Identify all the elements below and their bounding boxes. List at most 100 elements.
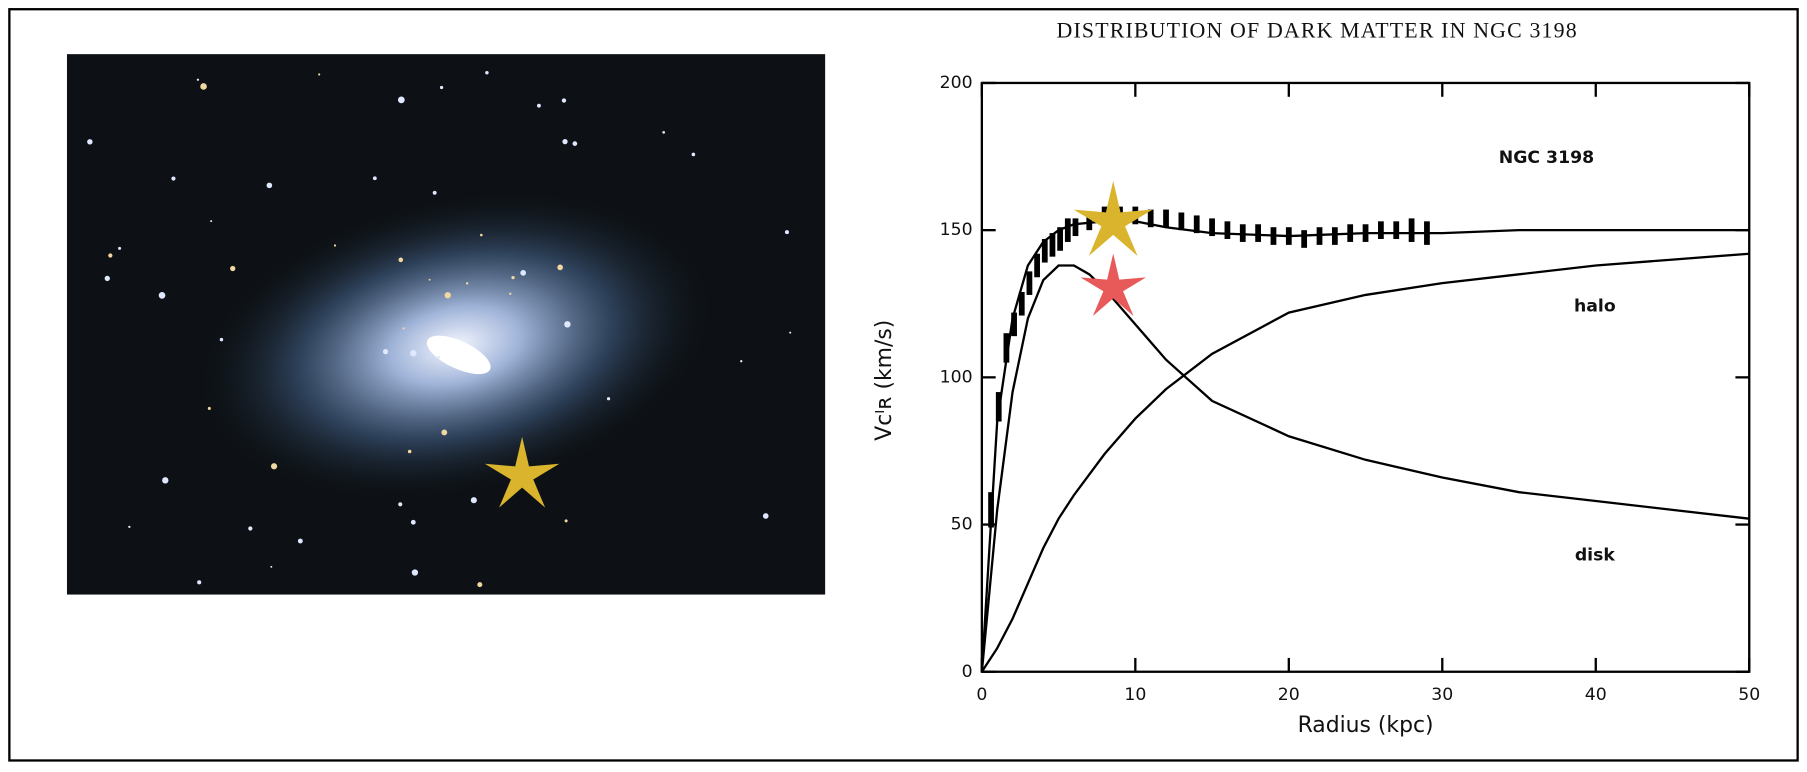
- photo-star: [439, 85, 444, 90]
- photo-star: [520, 270, 527, 276]
- photo-star: [477, 582, 483, 588]
- photo-star: [564, 321, 571, 328]
- chart-title: DISTRIBUTION OF DARK MATTER IN NGC 3198: [1056, 17, 1577, 42]
- photo-star: [762, 513, 769, 519]
- photo-star: [428, 278, 431, 281]
- x-tick-label: 40: [1585, 685, 1607, 705]
- x-tick-label: 20: [1278, 685, 1300, 705]
- data-point: [1026, 271, 1033, 295]
- curve: [980, 252, 1750, 673]
- curve: [980, 220, 1750, 672]
- y-tick-label: 150: [940, 220, 973, 240]
- photo-star: [318, 73, 321, 76]
- photo-star: [784, 230, 790, 235]
- photo-star: [437, 355, 441, 359]
- photo-star: [572, 141, 578, 146]
- data-point: [1034, 253, 1040, 278]
- photo-star: [407, 449, 412, 454]
- photo-star: [108, 253, 113, 258]
- x-tick-label: 10: [1124, 685, 1146, 705]
- photo-star: [561, 98, 567, 103]
- y-tick-label: 0: [962, 662, 973, 682]
- photo-star: [333, 244, 337, 247]
- data-point: [1041, 238, 1048, 263]
- data-point: [1163, 209, 1169, 228]
- photo-star: [564, 519, 568, 523]
- data-point: [1224, 221, 1231, 239]
- data-point: [1049, 233, 1056, 257]
- y-tick-label: 200: [940, 73, 973, 93]
- data-point: [1316, 227, 1323, 245]
- photo-star: [248, 526, 253, 531]
- x-tick-label: 0: [976, 685, 987, 705]
- photo-star: [397, 96, 405, 104]
- photo-star: [691, 152, 696, 157]
- photo-star: [398, 257, 404, 263]
- data-point: [1193, 215, 1200, 234]
- curve: [980, 264, 1750, 672]
- data-point: [1086, 212, 1093, 231]
- photo-star: [230, 265, 236, 272]
- galaxy-photo: [66, 54, 826, 595]
- gold-star: [484, 436, 560, 508]
- photo-star: [662, 131, 666, 134]
- galaxy-core: [426, 335, 491, 375]
- photo-star: [219, 337, 224, 342]
- photo-star: [511, 276, 515, 280]
- curve-label: halo: [1574, 296, 1616, 316]
- data-point: [1064, 218, 1071, 242]
- data-point: [1255, 224, 1261, 242]
- y-axis-label: Vᴄᴵʀ (km/s): [872, 320, 897, 441]
- gold-star: [1073, 180, 1153, 256]
- data-point: [1378, 221, 1384, 239]
- slide-frame: [8, 8, 1799, 762]
- data-point: [1057, 227, 1064, 251]
- photo-star: [104, 275, 110, 282]
- x-tick-label: 30: [1431, 685, 1453, 705]
- photo-star: [509, 292, 512, 295]
- plot-frame: [980, 81, 1751, 673]
- photo-star: [158, 292, 166, 299]
- photo-star: [87, 139, 93, 145]
- photo-star: [485, 70, 489, 75]
- x-tick-label: 50: [1738, 685, 1760, 705]
- photo-star: [171, 176, 176, 181]
- photo-star: [196, 78, 200, 81]
- photo-star: [479, 233, 483, 237]
- data-point: [1072, 218, 1079, 237]
- y-tick-label: 100: [940, 367, 973, 387]
- photo-star: [162, 477, 169, 484]
- photo-star: [372, 176, 377, 181]
- photo-star: [441, 429, 448, 436]
- photo-star: [266, 182, 273, 189]
- data-point: [1178, 212, 1185, 231]
- photo-star: [562, 138, 568, 145]
- photo-star: [270, 463, 278, 470]
- photo-star: [200, 83, 207, 90]
- photo-star: [789, 331, 792, 334]
- y-tick-label: 50: [951, 515, 973, 535]
- curve-label: disk: [1575, 545, 1616, 565]
- photo-star: [382, 348, 389, 355]
- x-axis-label: Radius (kpc): [1298, 713, 1434, 738]
- photo-star: [444, 292, 451, 299]
- data-point: [1331, 227, 1338, 245]
- photo-star: [402, 327, 405, 330]
- photo-star: [410, 350, 417, 357]
- photo-star: [470, 497, 477, 504]
- photo-star: [270, 565, 273, 568]
- photo-star: [432, 190, 437, 195]
- photo-star: [411, 569, 419, 576]
- data-point: [1003, 333, 1010, 363]
- photo-star: [740, 360, 743, 363]
- photo-star: [197, 580, 202, 585]
- photo-star: [536, 103, 541, 108]
- data-point: [1147, 209, 1154, 228]
- annotation: NGC 3198: [1499, 148, 1594, 168]
- photo-star: [465, 282, 469, 285]
- data-point: [1018, 291, 1025, 316]
- data-point: [1011, 312, 1017, 337]
- photo-star: [606, 397, 611, 401]
